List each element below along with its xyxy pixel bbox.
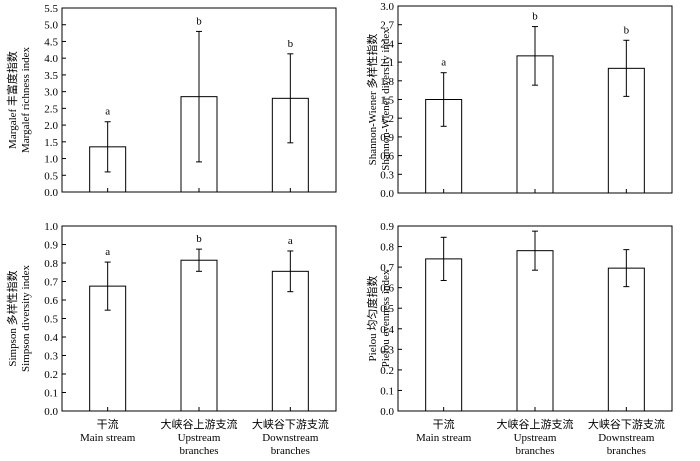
y-tick-label: 0.3: [380, 344, 394, 356]
y-tick-label: 1.0: [44, 221, 58, 233]
category-label: branches: [271, 445, 310, 457]
y-tick-label: 0.6: [44, 295, 58, 307]
y-tick-label: 0.6: [380, 151, 394, 163]
category-label: 大峡谷下游支流: [252, 417, 329, 431]
y-axis-label: Pielou evenness index: [380, 269, 392, 367]
y-tick-label: 0.8: [380, 242, 394, 254]
y-tick-label: 0.5: [44, 314, 58, 326]
category-label: branches: [515, 445, 554, 457]
category-label: branches: [179, 445, 218, 457]
significance-label: a: [288, 235, 293, 247]
significance-label: b: [532, 11, 538, 23]
significance-label: a: [441, 57, 446, 69]
category-label: Downstream: [262, 432, 319, 444]
category-label: branches: [607, 445, 646, 457]
y-axis-label: Shannon-Wiener 多样性指数: [365, 34, 379, 166]
y-tick-label: 0.7: [44, 277, 58, 289]
y-tick-label: 0.5: [44, 170, 58, 182]
y-tick-label: 0.8: [44, 258, 58, 270]
y-tick-label: 0.2: [44, 369, 58, 381]
category-label: 干流: [433, 417, 455, 431]
category-label: 干流: [97, 417, 119, 431]
y-tick-label: 0.0: [44, 187, 58, 199]
y-tick-label: 0.0: [380, 188, 394, 200]
y-axis-label: Shannon-Wiener diversity index: [380, 28, 392, 171]
y-tick-label: 0.3: [44, 351, 58, 363]
y-tick-label: 2.4: [380, 38, 394, 50]
y-tick-label: 0.9: [44, 240, 58, 252]
y-tick-label: 0.9: [380, 132, 394, 144]
y-tick-label: 1.0: [44, 154, 58, 166]
y-tick-label: 5.0: [44, 20, 58, 32]
y-tick-label: 0.5: [380, 303, 394, 315]
y-tick-label: 0.4: [44, 332, 58, 344]
y-axis-label: Margalef 丰富度指数: [5, 51, 19, 149]
bar: [180, 259, 218, 412]
category-label: Main stream: [80, 432, 136, 444]
y-tick-label: 0.0: [44, 406, 58, 418]
y-tick-label: 2.0: [44, 120, 58, 132]
category-label: Downstream: [598, 432, 655, 444]
y-tick-label: 0.1: [380, 385, 394, 397]
y-tick-label: 0.3: [380, 169, 394, 181]
y-tick-label: 0.4: [380, 324, 394, 336]
y-axis-label: Pielou 均匀度指数: [365, 276, 379, 362]
y-tick-label: 2.5: [44, 103, 58, 115]
bar: [271, 270, 309, 412]
bar: [516, 250, 554, 412]
y-tick-label: 2.7: [380, 20, 394, 32]
y-axis-label: Simpson 多样性指数: [5, 270, 19, 366]
y-tick-label: 0.7: [380, 262, 394, 274]
category-label: 大峡谷上游支流: [161, 417, 238, 431]
y-tick-label: 1.5: [44, 137, 58, 149]
significance-label: b: [288, 38, 294, 50]
significance-label: b: [196, 15, 202, 27]
category-label: Main stream: [416, 432, 472, 444]
y-tick-label: 4.5: [44, 36, 58, 48]
y-tick-label: 0.0: [380, 406, 394, 418]
y-tick-label: 2.1: [380, 57, 394, 69]
category-label: 大峡谷上游支流: [497, 417, 574, 431]
significance-label: a: [105, 106, 110, 118]
y-tick-label: 1.5: [380, 95, 394, 107]
y-tick-label: 0.2: [380, 365, 394, 377]
significance-label: b: [196, 233, 202, 245]
y-tick-label: 3.0: [380, 1, 394, 13]
chart-panel-3: 0.0 0.1 0.2 0.3 0.4 0.5 0.6 0.7 0.8 0.9 1.0 Simpson…: [5, 221, 337, 457]
bar: [425, 258, 463, 412]
y-tick-label: 1.8: [380, 76, 394, 88]
significance-label: b: [624, 24, 630, 36]
y-tick-label: 5.5: [44, 3, 58, 15]
bar: [607, 267, 645, 412]
category-label: Upstream: [178, 432, 221, 444]
y-tick-label: 0.6: [380, 283, 394, 295]
y-tick-label: 3.0: [44, 87, 58, 99]
y-tick-label: 3.5: [44, 70, 58, 82]
chart-panel-1: 0.0 0.5 1.0 1.5 2.0 2.5 3.0 3.5 4.0 4.5 5.0 5.5 Marg…: [5, 3, 337, 199]
y-axis-label: Simpson diversity index: [20, 265, 32, 372]
y-tick-label: 0.9: [380, 221, 394, 233]
chart-panel-4: 0.0 0.1 0.2 0.3 0.4 0.5 0.6 0.7 0.8 0.9 Pielou 均匀度…: [365, 221, 673, 457]
category-label: Upstream: [514, 432, 557, 444]
y-tick-label: 1.2: [380, 113, 394, 125]
chart-panel-2: 0.0 0.3 0.6 0.9 1.2 1.5 1.8 2.1 2.4 2.7 3.0 Shannon…: [365, 1, 673, 200]
y-tick-label: 4.0: [44, 53, 58, 65]
significance-label: a: [105, 246, 110, 258]
category-label: 大峡谷下游支流: [588, 417, 665, 431]
y-axis-label: Margalef richness index: [20, 46, 32, 153]
y-tick-label: 0.1: [44, 388, 58, 400]
